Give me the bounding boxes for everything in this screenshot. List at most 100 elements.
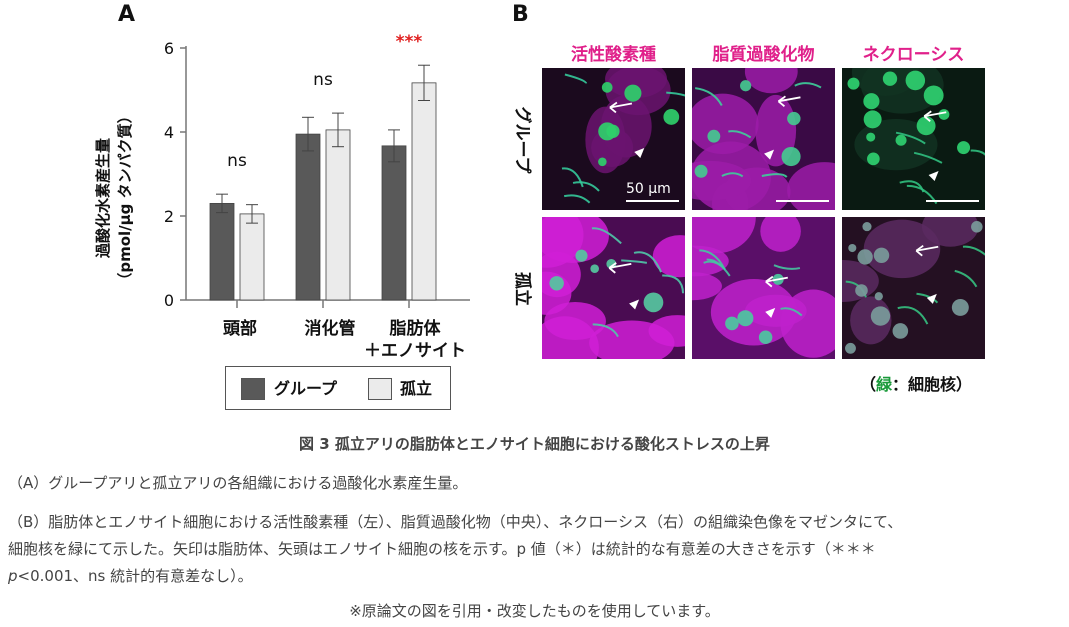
nucleus (725, 316, 739, 331)
nucleus (598, 122, 617, 141)
arrow-head (608, 262, 617, 274)
scale-bar (626, 200, 679, 202)
arrow-head (915, 244, 924, 257)
row-label-group: グループ (512, 106, 532, 174)
row-label-isolated: 孤立 (512, 272, 532, 306)
arrow (916, 245, 939, 252)
caption-paragraph-b-line3: p<0.001、ns 統計的有意差なし）。 (8, 563, 1058, 590)
legend-label-group: グループ (274, 379, 338, 398)
bar (381, 145, 407, 301)
significance-label: ns (227, 151, 247, 171)
column-title-ros: 活性酸素種 (571, 45, 656, 65)
arrow (609, 262, 632, 269)
y-axis-label-line2: （pmol/μg タンパク質） (116, 108, 134, 288)
nucleus (882, 71, 898, 86)
nucleus (855, 284, 868, 297)
nucleus (873, 247, 890, 264)
y-tick-label: 6 (164, 39, 174, 58)
y-tick-label: 0 (164, 291, 174, 310)
tissue-blob (921, 217, 979, 247)
scale-bar (926, 200, 979, 202)
nuclei-note-rest: ：細胞核） (892, 375, 973, 394)
figure-title: 図 3 孤立アリの脂肪体とエノサイト細胞における酸化ストレスの上昇 (299, 435, 770, 453)
bar (209, 202, 235, 301)
fiber (794, 82, 822, 89)
fiber (591, 227, 622, 245)
nucleus (590, 264, 599, 274)
caption-paragraph-a: （A）グループアリと孤立アリの各組織における過酸化水素産生量。 (8, 474, 468, 492)
nucleus (938, 109, 950, 120)
tissue-blob (692, 272, 722, 301)
arrow (765, 276, 788, 283)
nucleus (866, 132, 876, 142)
arrow (924, 111, 947, 118)
micrograph-isolated-lipid (692, 217, 835, 359)
tissue-blob (863, 219, 941, 279)
category-label-gut: 消化管 (304, 319, 356, 339)
micrograph-group-lipid (692, 68, 835, 210)
nucleus (848, 243, 857, 253)
micrograph-group-necrosis (842, 68, 985, 210)
arrowhead-marker (926, 293, 937, 304)
caption-paragraph-b: （B）脂肪体とエノサイト細胞における活性酸素種（左）、脂質過酸化物（中央）、ネク… (8, 509, 1058, 590)
nucleus (867, 152, 880, 166)
fiber (572, 181, 600, 192)
scale-bar-label: 50 μm (626, 181, 671, 197)
y-tick-label: 2 (164, 207, 174, 226)
fiber (773, 264, 801, 270)
fiber (913, 151, 943, 164)
nucleus (951, 298, 969, 316)
arrow (778, 96, 801, 103)
fiber (970, 149, 985, 156)
fiber (633, 251, 663, 273)
nucleus (549, 276, 564, 291)
tissue-blob (648, 315, 685, 347)
nucleus (857, 249, 873, 265)
nucleus (624, 84, 642, 102)
nucleus (787, 111, 801, 126)
fiber (561, 167, 584, 188)
nucleus (740, 80, 752, 92)
bar (325, 129, 351, 301)
nucleus (905, 70, 926, 91)
bar (295, 133, 321, 301)
category-label-fatbody: 脂肪体 ＋エノサイト (355, 318, 475, 362)
arrowhead-marker (765, 307, 776, 318)
legend-label-isolated: 孤立 (400, 379, 433, 398)
fiber (897, 306, 929, 325)
arrow-head (609, 101, 618, 114)
nucleus (663, 109, 680, 125)
arrowhead-marker (928, 171, 939, 182)
fiber (592, 323, 619, 338)
bar-chart: 0 2 4 6 ns ns *** (164, 32, 470, 310)
panel-a-letter: A (118, 2, 136, 27)
column-title-lipid-peroxide: 脂質過酸化物 (712, 45, 815, 65)
category-label-fatbody-line1: 脂肪体 (389, 319, 441, 339)
y-tick-label: 4 (164, 123, 174, 142)
panel-b-letter: B (512, 2, 529, 27)
nucleus (863, 93, 880, 110)
nucleus (694, 164, 708, 178)
nuclei-note-green: 緑 (876, 375, 893, 394)
tissue-blob (652, 235, 685, 278)
nuclei-note: （緑：細胞核） (860, 371, 972, 395)
legend-swatch-group (241, 378, 265, 400)
fiber (564, 73, 588, 84)
nucleus (923, 85, 944, 106)
nucleus (874, 292, 883, 301)
nucleus (781, 146, 801, 167)
micrograph-isolated-necrosis (842, 217, 985, 359)
arrowhead-marker (629, 299, 640, 310)
p-italic: p (8, 567, 18, 585)
arrow (609, 102, 633, 109)
fiber (899, 180, 925, 193)
nucleus (957, 141, 971, 155)
nucleus (575, 249, 588, 262)
caption-paragraph-b-line3-rest: <0.001、ns 統計的有意差なし）。 (17, 567, 253, 585)
nucleus (892, 323, 909, 339)
bar (411, 82, 437, 301)
nucleus (598, 157, 607, 167)
nucleus (895, 134, 907, 146)
tissue-blob (842, 259, 879, 303)
nucleus (862, 222, 872, 232)
